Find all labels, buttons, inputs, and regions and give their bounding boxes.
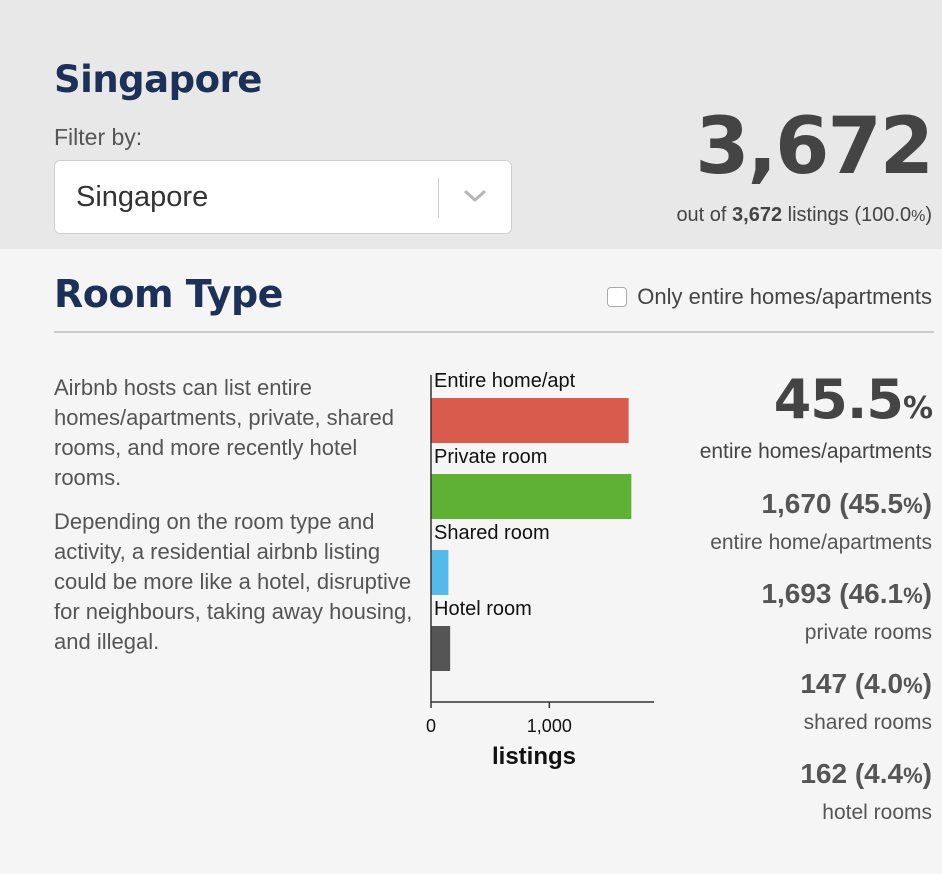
listings-total: 3,672	[732, 204, 783, 226]
entire-homes-percentage-label: entire homes/apartments	[699, 440, 932, 463]
bar-label: Shared room	[434, 522, 550, 544]
listings-pct-sign: %	[911, 208, 926, 225]
stat-shared-room-label: shared rooms	[803, 711, 932, 734]
stat-pct-sign: %	[903, 583, 923, 608]
x-tick-label: 0	[426, 716, 436, 736]
bar-label: Hotel room	[434, 598, 532, 620]
stat-private-room-value: 1,693 (46.1%)	[761, 578, 932, 610]
stat-value-text: 147 (4.0	[800, 668, 904, 699]
x-axis-label: listings	[492, 743, 576, 770]
stat-pct-sign: %	[903, 673, 923, 698]
bar	[431, 550, 449, 595]
section-divider	[54, 331, 934, 333]
entire-homes-checkbox[interactable]	[607, 287, 628, 307]
bar	[431, 474, 632, 519]
room-type-description-1: Airbnb hosts can list entire homes/apart…	[54, 375, 394, 490]
stat-shared-room-value: 147 (4.0%)	[800, 668, 932, 700]
filter-label: Filter by:	[54, 124, 143, 150]
bar-label: Private room	[434, 446, 547, 468]
stat-hotel-room-value: 162 (4.4%)	[800, 758, 932, 790]
hero-value: 45.5	[773, 368, 904, 431]
entire-homes-filter[interactable]: Only entire homes/apartments	[607, 284, 932, 310]
hero-pct-sign: %	[902, 391, 933, 426]
room-type-title: Room Type	[54, 272, 283, 316]
stat-close: )	[922, 758, 932, 789]
stat-entire-home-label: entire home/apartments	[710, 531, 932, 554]
bar	[431, 626, 451, 671]
filter-select-value: Singapore	[76, 181, 209, 213]
stat-pct-sign: %	[903, 493, 923, 518]
entire-homes-checkbox-label: Only entire homes/apartments	[637, 284, 932, 309]
listings-summary: out of 3,672 listings (100.0%)	[676, 204, 932, 227]
listings-prefix: out of	[676, 204, 727, 226]
select-separator	[438, 178, 439, 218]
stat-value-text: 1,693 (46.1	[761, 578, 904, 609]
filter-select[interactable]: Singapore	[54, 160, 512, 234]
listings-pct-close: )	[925, 204, 932, 226]
city-title: Singapore	[54, 58, 262, 101]
listings-suffix: listings	[787, 204, 849, 226]
entire-homes-percentage: 45.5%	[774, 373, 933, 427]
stat-close: )	[922, 668, 932, 699]
stat-close: )	[922, 488, 932, 519]
total-listings-count: 3,672	[695, 102, 934, 192]
room-type-bar-chart: Entire home/apt Private room Shared room Ho…	[426, 370, 654, 770]
stat-entire-home-value: 1,670 (45.5%)	[761, 488, 932, 520]
stat-hotel-room-label: hotel rooms	[822, 801, 932, 824]
stat-pct-sign: %	[903, 763, 923, 788]
header-panel: Singapore Filter by: Singapore 3,672 out…	[0, 0, 942, 249]
stat-value-text: 1,670 (45.5	[761, 488, 904, 519]
room-type-description-2: Depending on the room type and activity,…	[54, 509, 413, 654]
chevron-down-icon[interactable]	[463, 187, 487, 210]
bar-label: Entire home/apt	[434, 370, 576, 392]
stat-close: )	[922, 578, 932, 609]
bar	[431, 398, 629, 443]
stat-private-room-label: private rooms	[804, 621, 932, 644]
listings-pct: (100.0	[854, 204, 912, 226]
stat-value-text: 162 (4.4	[800, 758, 904, 789]
x-tick-label: 1,000	[527, 716, 572, 736]
